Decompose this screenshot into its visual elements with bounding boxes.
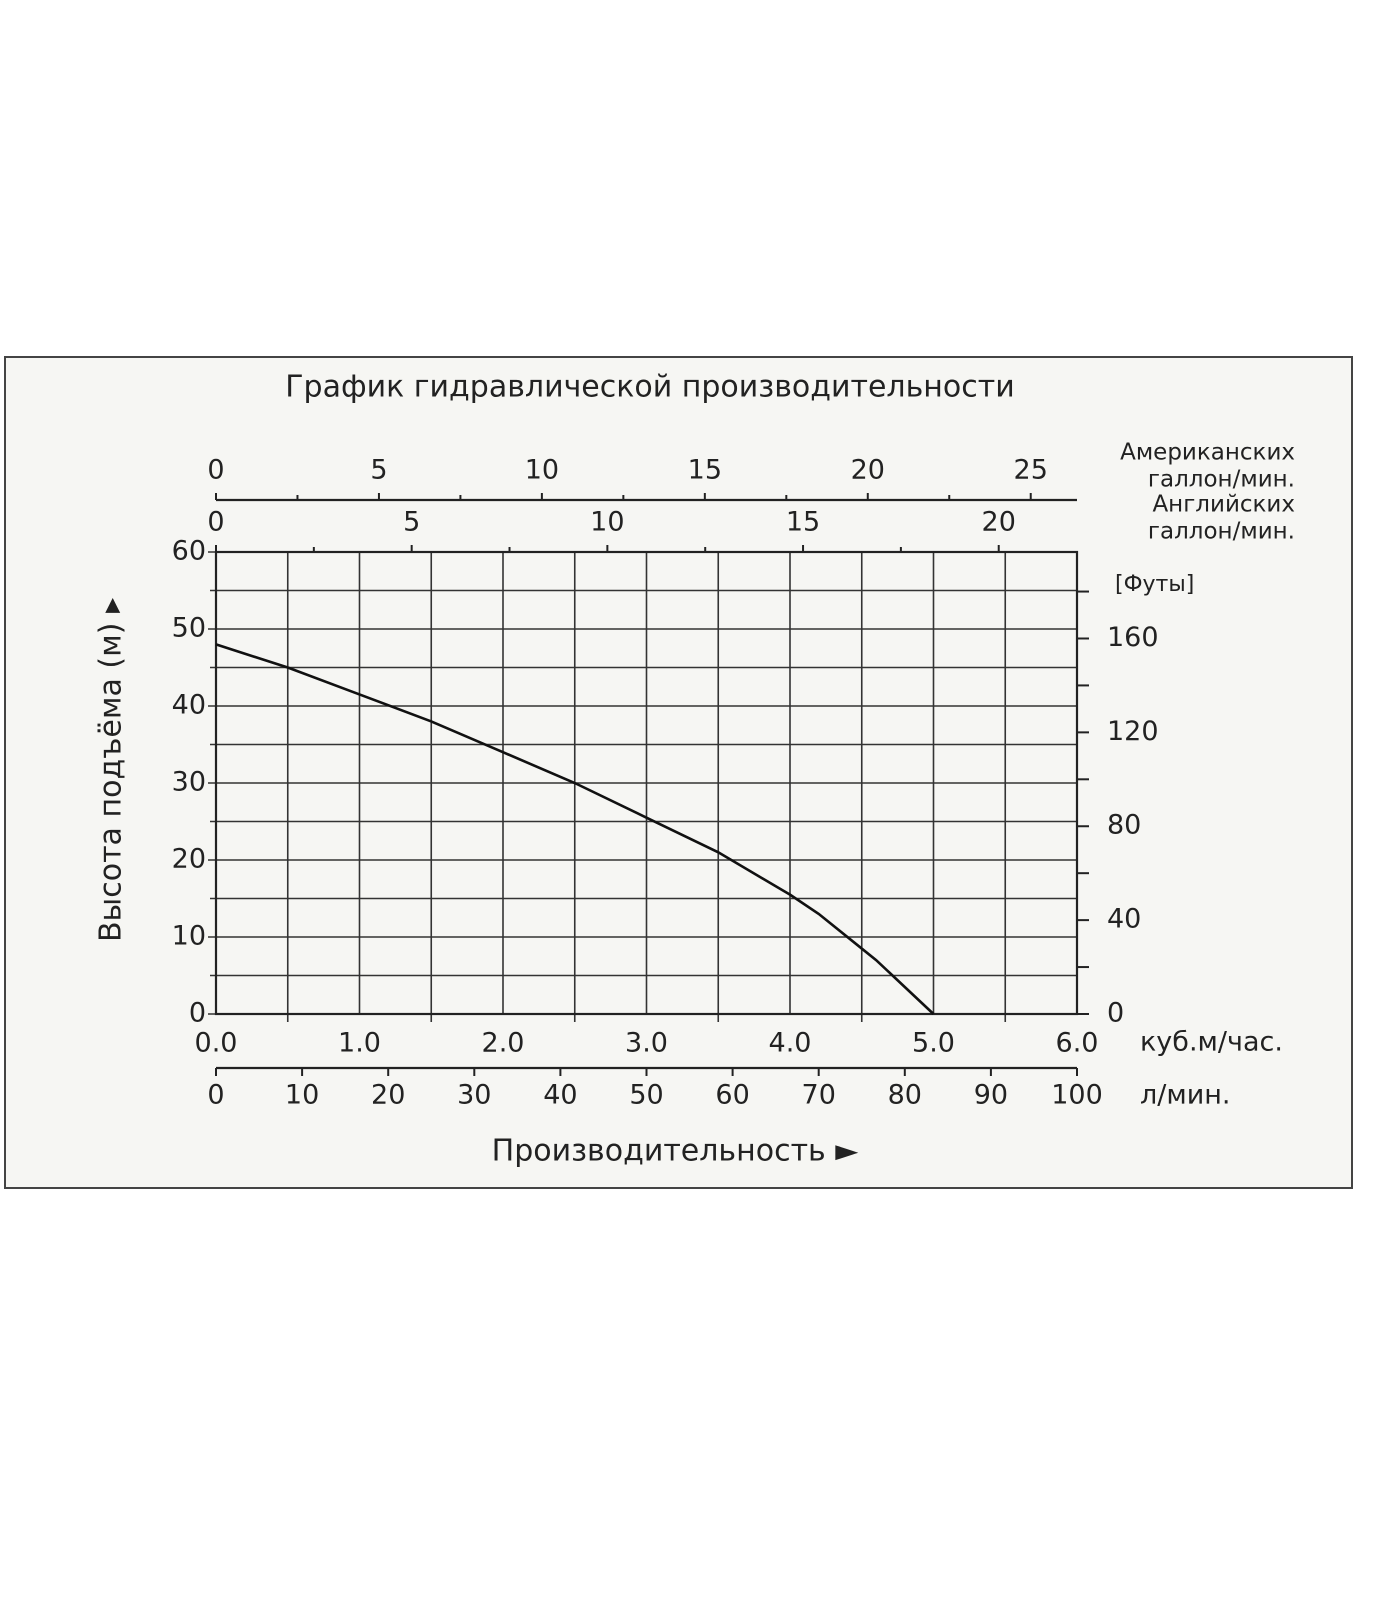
top-axis-label: Американских — [1120, 440, 1295, 466]
y2-axis-title: [Футы] — [1115, 572, 1194, 597]
bottom-tick-label: 50 — [629, 1080, 663, 1111]
chart-title: График гидравлической производительности — [285, 370, 1014, 405]
top-tick-label: 20 — [982, 507, 1016, 538]
bottom-tick-label: 20 — [371, 1080, 405, 1111]
top-tick-label: 10 — [525, 455, 559, 486]
x-tick-label: 3.0 — [625, 1028, 668, 1059]
top-axis-label: галлон/мин. — [1148, 519, 1295, 545]
bottom-tick-label: 70 — [802, 1080, 836, 1111]
y-tick-label: 60 — [172, 536, 206, 567]
plot-border — [214, 550, 1079, 1016]
bottom-tick-label: 10 — [285, 1080, 319, 1111]
bottom-tick-label: 100 — [1051, 1080, 1103, 1111]
x-axis-title: Производительность ► — [492, 1134, 859, 1169]
y-tick-label: 10 — [172, 921, 206, 952]
bottom-tick-label: 40 — [543, 1080, 577, 1111]
y-tick-label: 0 — [189, 998, 206, 1029]
top-axis-label: галлон/мин. — [1148, 467, 1295, 493]
y2-tick-label: 120 — [1107, 716, 1159, 747]
y2-tick-label: 0 — [1107, 998, 1124, 1029]
y2-tick-label: 40 — [1107, 904, 1141, 935]
top-axis-label: Английских — [1152, 492, 1295, 518]
top-tick-label: 15 — [786, 507, 820, 538]
x-unit: куб.м/час. — [1140, 1027, 1283, 1058]
bottom-tick-label: 30 — [457, 1080, 491, 1111]
bottom-tick-label: 90 — [974, 1080, 1008, 1111]
top-tick-label: 25 — [1014, 455, 1048, 486]
bottom-tick-label: 80 — [888, 1080, 922, 1111]
y-tick-label: 30 — [172, 767, 206, 798]
top-tick-label: 20 — [851, 455, 885, 486]
bottom-tick-label: 60 — [715, 1080, 749, 1111]
x-tick-label: 1.0 — [338, 1028, 381, 1059]
x-tick-label: 6.0 — [1056, 1028, 1099, 1059]
data-line — [215, 643, 935, 1015]
top-tick-label: 0 — [207, 455, 224, 486]
y-tick-label: 20 — [172, 844, 206, 875]
top-tick-label: 10 — [590, 507, 624, 538]
y-tick-label: 40 — [172, 690, 206, 721]
top-tick-label: 15 — [688, 455, 722, 486]
bottom-axis-label: л/мин. — [1140, 1080, 1231, 1111]
y-axis-title: Высота подъёма (м) ▸ — [94, 598, 129, 942]
top-tick-label: 5 — [370, 455, 387, 486]
x-tick-label: 5.0 — [912, 1028, 955, 1059]
y-tick-label: 50 — [172, 613, 206, 644]
top-tick-label: 5 — [403, 507, 420, 538]
top-tick-label: 0 — [207, 507, 224, 538]
bottom-tick-label: 0 — [207, 1080, 224, 1111]
x-tick-label: 4.0 — [769, 1028, 812, 1059]
y2-tick-label: 80 — [1107, 810, 1141, 841]
frame — [4, 356, 1353, 1189]
y2-tick-label: 160 — [1107, 622, 1159, 653]
x-tick-label: 2.0 — [482, 1028, 525, 1059]
x-tick-label: 0.0 — [195, 1028, 238, 1059]
